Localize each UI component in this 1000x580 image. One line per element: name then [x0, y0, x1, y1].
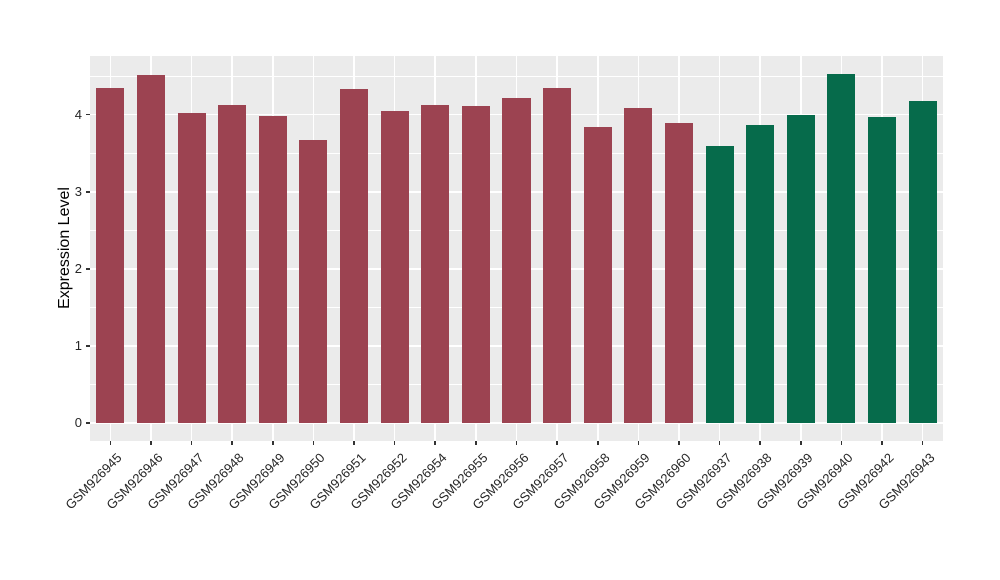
bar — [421, 105, 450, 424]
bar — [380, 110, 409, 424]
x-tick-label: GSM926942 — [834, 450, 897, 513]
bar — [705, 146, 734, 424]
bar — [908, 100, 937, 424]
bar — [624, 107, 653, 424]
x-tick-mark — [515, 441, 518, 445]
x-tick-mark — [231, 441, 233, 445]
bar — [258, 116, 287, 424]
bar — [746, 124, 775, 424]
x-tick-label: GSM926945 — [62, 450, 125, 513]
x-tick-mark — [718, 441, 721, 445]
x-tick-label: GSM926947 — [143, 450, 207, 513]
x-tick-mark — [312, 441, 315, 445]
x-tick-mark — [678, 441, 680, 445]
x-tick-mark — [637, 441, 640, 445]
x-tick-mark — [840, 441, 843, 445]
bar — [664, 123, 693, 424]
bar — [218, 105, 247, 424]
bar — [299, 140, 328, 424]
plot-panel — [90, 56, 943, 441]
x-tick-label: GSM926948 — [184, 450, 247, 513]
x-tick-label: GSM926937 — [671, 450, 735, 513]
x-tick-label: GSM926949 — [225, 450, 288, 513]
x-tick-label: GSM926938 — [712, 450, 775, 513]
bar — [340, 89, 369, 424]
x-tick-mark — [353, 441, 355, 445]
x-tick-label: GSM926960 — [631, 450, 694, 513]
y-tick-label: 4 — [74, 106, 82, 122]
x-tick-mark — [800, 441, 802, 445]
bar — [543, 88, 572, 424]
x-tick-label: GSM926958 — [550, 450, 613, 513]
x-tick-label: GSM926956 — [468, 450, 532, 513]
x-tick-label: GSM926939 — [753, 450, 816, 513]
bar — [502, 98, 531, 424]
x-tick-mark — [271, 441, 274, 445]
bar — [461, 106, 490, 424]
x-tick-label: GSM926952 — [347, 450, 410, 513]
bar — [827, 73, 856, 424]
x-tick-label: GSM926950 — [265, 450, 329, 513]
x-tick-mark — [190, 441, 193, 445]
bar — [583, 127, 612, 424]
x-tick-mark — [109, 441, 112, 445]
x-tick-label: GSM926951 — [306, 450, 369, 513]
bar — [96, 88, 125, 424]
x-tick-label: GSM926946 — [103, 450, 166, 513]
x-tick-label: GSM926954 — [387, 450, 450, 513]
bar — [786, 115, 815, 424]
y-tick-label: 0 — [74, 415, 82, 431]
y-tick-label: 1 — [74, 338, 82, 354]
x-tick-mark — [596, 441, 599, 445]
x-tick-mark — [393, 441, 396, 445]
x-tick-label: GSM926955 — [428, 450, 491, 513]
bar — [868, 116, 897, 424]
bar — [136, 75, 165, 424]
x-tick-label: GSM926957 — [509, 450, 572, 513]
x-tick-mark — [150, 441, 152, 445]
x-tick-mark — [434, 441, 437, 445]
x-tick-label: GSM926943 — [875, 450, 938, 513]
bar — [177, 113, 206, 424]
x-tick-mark — [556, 441, 558, 445]
x-tick-mark — [759, 441, 761, 445]
x-tick-label: GSM926940 — [793, 450, 857, 513]
y-axis-title: Expression Level — [56, 187, 73, 309]
x-tick-mark — [921, 441, 924, 445]
x-tick-label: GSM926959 — [590, 450, 653, 513]
x-tick-mark — [881, 441, 883, 445]
x-tick-mark — [475, 441, 477, 445]
